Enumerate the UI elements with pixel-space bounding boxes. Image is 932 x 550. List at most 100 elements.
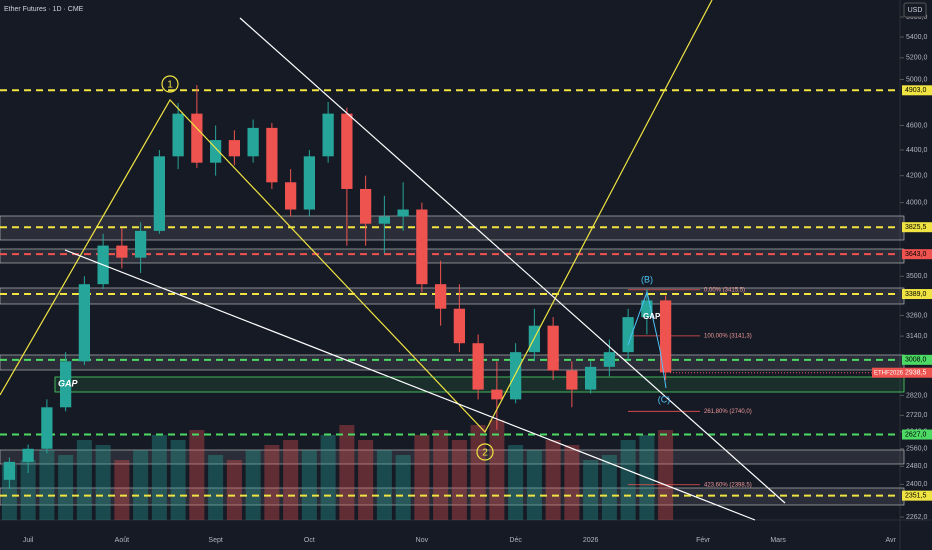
volume-bar (283, 440, 299, 520)
level-badge (902, 85, 932, 96)
y-tick-label: 5000,0 (906, 76, 928, 83)
candles-layer (3, 85, 672, 490)
wave-label: 2 (482, 448, 488, 459)
fib-label: 100,00% (3141,3) (704, 333, 752, 339)
volume-bar (433, 430, 449, 520)
volume-bar (95, 445, 111, 520)
candle-body (435, 284, 447, 309)
volume-bar (133, 450, 149, 520)
level-label: 4903,0 (905, 87, 927, 94)
volume-bar (395, 455, 411, 520)
volume-bar (320, 435, 336, 520)
y-tick-label: 3260,0 (906, 312, 928, 319)
currency[interactable]: USD (908, 7, 923, 14)
candle-body (641, 300, 653, 318)
candle-body (397, 209, 409, 217)
volume-layer (1, 420, 674, 520)
y-tick-label: 4400,0 (906, 147, 928, 154)
level-label: 3008,0 (905, 357, 927, 364)
volume-bar (76, 440, 92, 520)
y-tick-label: 3500,0 (906, 273, 928, 280)
volume-bar (526, 450, 542, 520)
candle-body (266, 127, 278, 183)
candle-body (3, 461, 15, 480)
candle-body (378, 216, 390, 224)
level-badge (902, 289, 932, 300)
zone (0, 287, 905, 305)
candle-body (585, 366, 597, 390)
wave (627, 290, 667, 389)
candle-body (510, 352, 522, 400)
levels-layer: 0,00% (3415,5) 100,00% (3141,3) 261,80% (2… (0, 89, 900, 497)
currency-box[interactable] (903, 2, 927, 18)
zone (0, 354, 905, 371)
candle-body (228, 140, 240, 157)
gap-label: GAP (58, 378, 79, 388)
x-tick-label: Déc (509, 537, 522, 544)
volume-bar (658, 430, 674, 520)
volume-bar (508, 445, 524, 520)
candle-body (491, 389, 503, 400)
volume-bar (414, 435, 430, 520)
volume-bar (583, 460, 599, 520)
candle-body (360, 188, 372, 224)
candle-body (172, 113, 184, 157)
level-label: 3643,0 (905, 251, 927, 258)
x-tick-label: Sept (208, 537, 222, 544)
volume-bar (189, 430, 205, 520)
candle-body (547, 325, 559, 371)
y-tick-label: 4200,0 (906, 173, 928, 180)
chart-title: Ether Futures · 1D · CME (4, 6, 84, 13)
volume-bar (545, 440, 561, 520)
volume-bar (208, 455, 224, 520)
candle-body (322, 113, 334, 157)
candle-body (22, 448, 34, 462)
fib-label: 0,00% (3415,5) (704, 287, 745, 293)
level-badge (902, 429, 932, 440)
wave-label: (C) (658, 394, 671, 404)
volume-bar (451, 440, 467, 520)
volume-bar (601, 455, 617, 520)
zone (0, 449, 905, 465)
volume-bar (358, 440, 374, 520)
candle-body (285, 182, 297, 210)
candle-body (135, 230, 147, 258)
x-tick-label: Oct (304, 537, 315, 544)
level-badge (902, 222, 932, 233)
x-tick-label: Mars (770, 537, 786, 544)
volume-bar (114, 460, 130, 520)
y-tick-label: 5400,0 (906, 34, 928, 41)
level-label: 3825,5 (905, 224, 927, 231)
candle-body (210, 140, 222, 163)
trendline (64, 249, 756, 521)
volume-bar (170, 440, 186, 520)
y-tick-label: 2262,0 (906, 514, 928, 521)
level-label: 2627,0 (905, 431, 927, 438)
y-tick-label: 2560,0 (906, 446, 928, 453)
y-tick-label: 3140,0 (906, 333, 928, 340)
candle-body (472, 343, 484, 390)
y-tick-label: 4000,0 (906, 199, 928, 206)
candle-body (622, 317, 634, 353)
x-tick-label: 2026 (583, 537, 599, 544)
y-tick-label: 2820,0 (906, 392, 928, 399)
fib-label: 423,60% (2398,5) (704, 482, 752, 488)
last-price-label: 2938,5 (905, 370, 927, 377)
level-badge (902, 249, 932, 260)
y-tick-label: 5200,0 (906, 55, 928, 62)
trendline (239, 17, 786, 504)
volume-bar (564, 445, 580, 520)
x-tick-label: Févr (696, 537, 711, 544)
volume-bar (301, 450, 317, 520)
candle-body (247, 127, 259, 157)
candle-body (566, 370, 578, 390)
volume-bar (264, 445, 280, 520)
volume-bar (151, 435, 167, 520)
volume-bar (620, 440, 636, 520)
volume-bar (339, 425, 355, 520)
x-tick-label: Nov (416, 537, 429, 544)
volume-bar (58, 455, 74, 520)
